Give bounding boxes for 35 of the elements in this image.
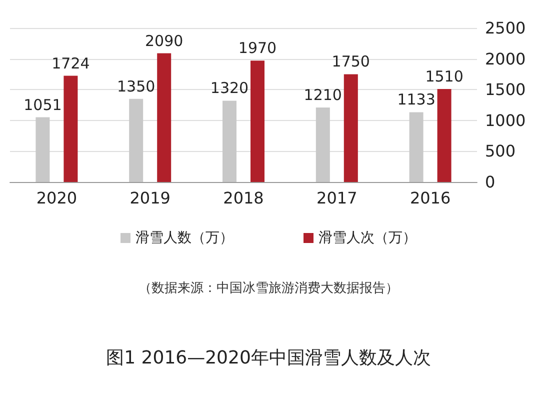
bar: [36, 117, 50, 182]
data-label: 1350: [117, 77, 156, 96]
y-tick-label: 2000: [485, 49, 526, 68]
bar: [316, 107, 330, 182]
legend-label: 滑雪人数（万）: [136, 230, 234, 246]
bar: [250, 60, 264, 182]
data-label: 1970: [238, 39, 277, 58]
data-label: 1510: [425, 67, 464, 86]
data-label: 1051: [24, 96, 62, 114]
bar: [64, 76, 78, 182]
text: （数据来源：中国冰雪旅游消费大数据报告）: [138, 281, 398, 296]
x-tick-label: 2017: [316, 188, 358, 208]
bar: [129, 98, 144, 182]
data-label: 1750: [332, 52, 370, 71]
bar: [222, 100, 236, 182]
x-tick-label: 2018: [223, 188, 264, 208]
data-label: 2090: [145, 32, 184, 50]
data-label: 1320: [210, 79, 249, 98]
legend-label: 滑雪人次（万）: [318, 230, 416, 246]
data-label: 1724: [52, 54, 90, 72]
x-tick-label: 2020: [36, 188, 78, 208]
bar: [409, 112, 424, 182]
x-tick-label: 2019: [130, 188, 170, 208]
y-tick-label: 0: [485, 172, 496, 192]
data-label: 1210: [304, 86, 342, 104]
bar: [344, 74, 358, 182]
y-tick-label: 500: [485, 142, 516, 161]
bar: [437, 88, 452, 182]
y-tick-label: 2500: [485, 18, 526, 38]
y-tick-label: 1000: [485, 110, 526, 130]
bar: [157, 53, 172, 182]
y-tick-label: 1500: [485, 80, 526, 100]
text: 图1 2016—2020年中国滑雪人数及人次: [106, 348, 431, 368]
x-tick-label: 2016: [410, 188, 451, 208]
data-label: 1133: [397, 90, 436, 109]
